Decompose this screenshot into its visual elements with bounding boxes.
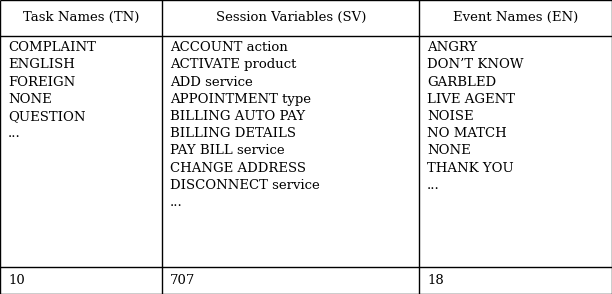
Text: 707: 707 <box>170 274 195 287</box>
Text: 10: 10 <box>8 274 24 287</box>
Text: 18: 18 <box>427 274 444 287</box>
Text: Session Variables (SV): Session Variables (SV) <box>215 11 366 24</box>
Text: ANGRY
DON’T KNOW
GARBLED
LIVE AGENT
NOISE
NO MATCH
NONE
THANK YOU
...: ANGRY DON’T KNOW GARBLED LIVE AGENT NOIS… <box>427 41 524 192</box>
Text: COMPLAINT
ENGLISH
FOREIGN
NONE
QUESTION
...: COMPLAINT ENGLISH FOREIGN NONE QUESTION … <box>8 41 96 140</box>
Text: Event Names (EN): Event Names (EN) <box>453 11 578 24</box>
Text: ACCOUNT action
ACTIVATE product
ADD service
APPOINTMENT type
BILLING AUTO PAY
BI: ACCOUNT action ACTIVATE product ADD serv… <box>170 41 320 209</box>
Text: Task Names (TN): Task Names (TN) <box>23 11 140 24</box>
